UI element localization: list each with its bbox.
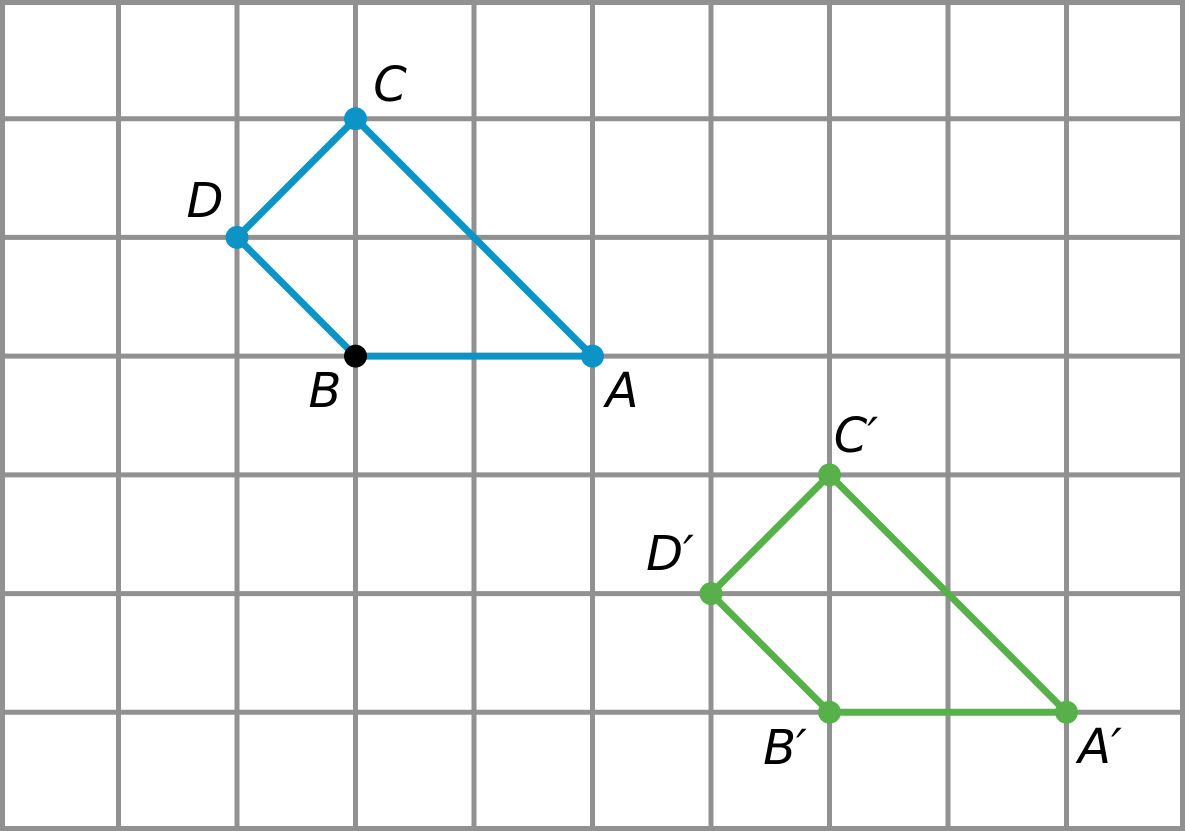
vertex-label-B-prime: B′: [763, 720, 807, 776]
vertex-dot-B: [344, 344, 367, 368]
vertex-label-D: D: [186, 173, 224, 229]
vertex-dot-D-prime: [699, 582, 723, 606]
vertex-label-A-prime: A′: [1078, 719, 1122, 775]
vertex-dot-C: [344, 107, 367, 131]
vertex-dot-A: [581, 344, 604, 368]
vertex-label-D-prime: D′: [646, 526, 694, 582]
vertex-label-A: A: [605, 363, 639, 419]
vertex-dot-C-prime: [818, 463, 841, 487]
vertex-label-C: C: [373, 57, 407, 113]
vertex-label-C-prime: C′: [833, 408, 879, 464]
vertex-dot-D: [225, 225, 249, 249]
vertex-dot-A-prime: [1055, 700, 1078, 724]
vertex-dot-B-prime: [818, 700, 841, 724]
vertex-label-B: B: [308, 363, 342, 419]
